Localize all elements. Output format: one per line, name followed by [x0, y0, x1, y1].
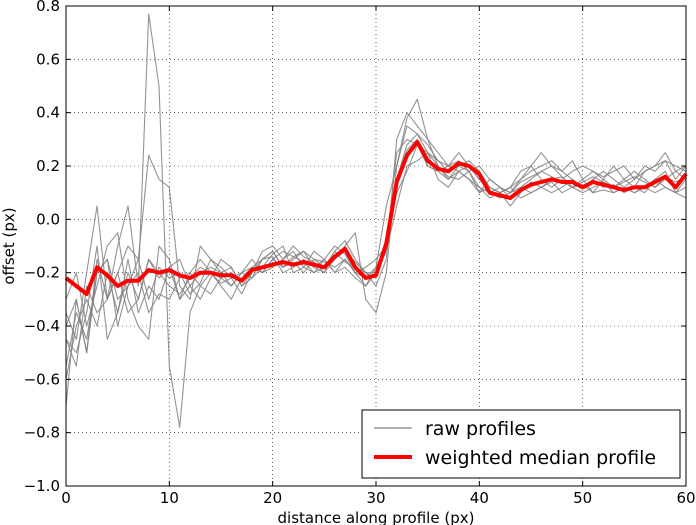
- raw-profile-line: [65, 125, 687, 340]
- y-tick-label: −1.0: [24, 477, 60, 495]
- y-tick-label: 0.8: [36, 0, 60, 15]
- x-tick-labels: 0 10 20 30 40 50 60: [61, 489, 695, 507]
- legend-label-median: weighted median profile: [425, 447, 656, 469]
- x-tick-label: 50: [573, 489, 592, 507]
- y-tick-label: −0.6: [24, 370, 60, 388]
- y-tick-label: 0.4: [36, 104, 60, 122]
- raw-profile-line: [65, 138, 687, 367]
- median-profile-line: [64, 140, 688, 296]
- y-tick-labels: −1.0 −0.8 −0.6 −0.4 −0.2 0.0 0.2 0.4 0.6 0.8: [24, 0, 60, 495]
- legend-box: [361, 409, 681, 479]
- x-axis-label: distance along profile (px): [278, 509, 475, 525]
- y-tick-label: 0.2: [36, 157, 60, 175]
- y-tick-label: −0.4: [24, 317, 60, 335]
- raw-profiles-lines: [65, 13, 687, 428]
- x-tick-label: 30: [366, 489, 385, 507]
- y-tick-label: −0.8: [24, 424, 60, 442]
- y-tick-label: 0.6: [36, 50, 60, 68]
- axis-ticks: [65, 5, 687, 487]
- raw-profile-line: [65, 13, 687, 428]
- legend-label-raw: raw profiles: [425, 418, 536, 440]
- x-tick-label: 0: [61, 489, 71, 507]
- legend: raw profiles weighted median profile: [361, 409, 681, 479]
- y-tick-label: 0.0: [36, 210, 60, 228]
- y-tick-label: −0.2: [24, 264, 60, 282]
- weighted-median-profile-line: [64, 140, 688, 296]
- y-axis-label: offset (px): [0, 207, 18, 284]
- raw-profile-line: [65, 144, 687, 367]
- x-tick-label: 20: [263, 489, 282, 507]
- x-tick-label: 10: [160, 489, 179, 507]
- raw-profile-line: [65, 98, 687, 380]
- x-tick-label: 40: [470, 489, 489, 507]
- raw-profile-line: [65, 133, 687, 354]
- x-tick-label: 60: [676, 489, 695, 507]
